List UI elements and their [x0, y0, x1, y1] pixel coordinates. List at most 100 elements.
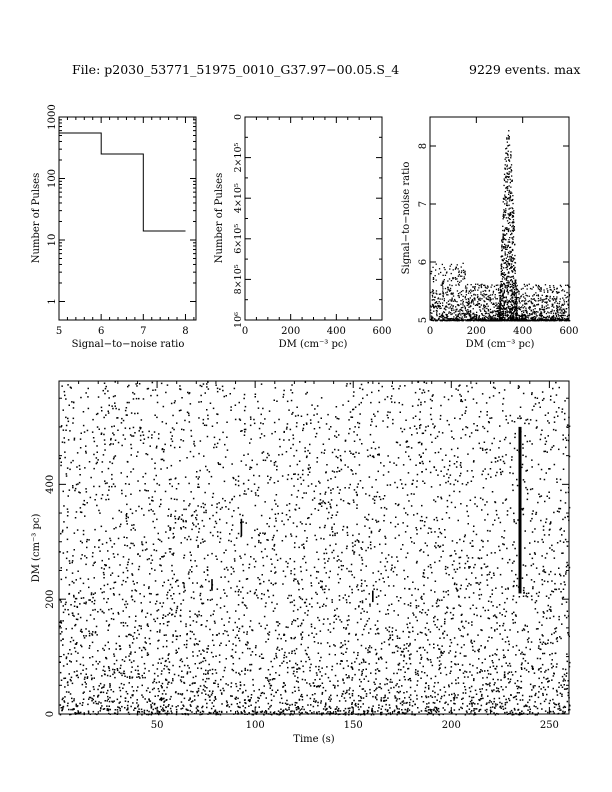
snr-dm-point — [510, 213, 512, 215]
dm-time-point — [286, 504, 288, 506]
dm-time-point — [505, 698, 507, 701]
snr-dm-point — [501, 240, 503, 242]
dm-time-point — [247, 488, 250, 490]
dm-time-point — [110, 574, 112, 576]
snr-dm-point — [514, 302, 516, 304]
dm-time-point — [454, 550, 456, 552]
snr-dm-point — [500, 302, 502, 304]
dm-time-point — [522, 589, 525, 592]
dm-time-point — [201, 713, 204, 715]
snr-dm-point — [507, 291, 510, 294]
dm-time-point — [307, 474, 309, 476]
dm-time-point — [131, 666, 133, 668]
dm-time-point — [416, 650, 418, 653]
dm-time-point — [459, 605, 462, 607]
snr-dm-point — [515, 300, 517, 302]
snr-dm-point — [516, 301, 518, 303]
dm-time-point — [209, 589, 212, 592]
dm-time-point — [441, 652, 443, 654]
snr-dm-point — [438, 316, 441, 318]
snr-dm-point — [464, 308, 466, 310]
dm-time-point — [426, 544, 428, 547]
dm-time-point — [300, 633, 302, 635]
snr-dm-point — [505, 228, 507, 230]
dm-time-point — [294, 690, 296, 692]
dm-time-point — [72, 417, 75, 420]
dm-time-point — [419, 611, 421, 613]
dm-time-point — [264, 418, 266, 420]
dm-time-point — [472, 649, 474, 651]
snr-dm-point — [505, 307, 508, 309]
snr-dm-point — [513, 292, 515, 294]
dm-time-point — [370, 424, 372, 426]
dm-time-point — [526, 713, 529, 715]
dm-time-point — [71, 572, 74, 574]
dm-time-point — [531, 443, 533, 445]
snr-vs-dm-xtick-label: 400 — [513, 326, 532, 337]
dm-time-point — [117, 537, 120, 540]
dm-time-point — [433, 617, 435, 619]
dm-time-point — [79, 603, 81, 605]
snr-dm-point — [533, 294, 535, 296]
dm-time-point — [238, 639, 241, 642]
dm-time-point — [559, 507, 562, 510]
dm-time-point — [488, 701, 490, 704]
snr-dm-point — [502, 284, 504, 286]
dm-time-point — [508, 671, 510, 673]
snr-dm-point — [473, 286, 475, 288]
snr-dm-point — [543, 308, 546, 310]
dm-time-point — [160, 564, 162, 567]
dm-time-point — [299, 714, 301, 716]
dm-time-point — [340, 568, 343, 571]
snr-dm-point — [508, 160, 511, 162]
snr-dm-point — [542, 316, 544, 318]
snr-dm-point — [453, 277, 455, 279]
snr-dm-point — [514, 309, 516, 311]
snr-dm-point — [497, 306, 499, 308]
snr-dm-point — [503, 282, 505, 284]
dm-time-point — [343, 710, 345, 712]
snr-dm-point — [479, 299, 482, 301]
dm-time-point — [272, 594, 275, 597]
snr-dm-point — [524, 285, 526, 287]
dm-time-point — [380, 699, 382, 701]
dm-time-point — [180, 518, 183, 520]
dm-time-point — [319, 684, 322, 687]
dm-time-point — [110, 608, 113, 610]
dm-time-point — [358, 606, 360, 608]
snr-dm-point — [520, 288, 523, 290]
dm-time-point — [268, 631, 271, 633]
snr-dm-point — [500, 264, 502, 266]
snr-dm-point — [505, 311, 507, 314]
dm-time-point — [535, 419, 538, 422]
snr-dm-point — [509, 207, 511, 209]
snr-dm-point — [483, 318, 486, 320]
dm-time-point — [213, 436, 216, 439]
dm-time-point — [506, 514, 509, 516]
dm-time-point — [119, 564, 121, 566]
snr-dm-point — [463, 271, 465, 274]
dm-time-point — [192, 691, 194, 693]
snr-dm-point — [540, 290, 542, 292]
snr-dm-point — [503, 319, 505, 322]
snr-dm-point — [506, 141, 508, 143]
snr-dm-point — [513, 212, 515, 214]
dm-time-point — [192, 620, 195, 622]
snr-dm-point — [564, 317, 566, 320]
dm-time-point — [197, 523, 199, 525]
snr-dm-point — [548, 315, 550, 317]
dm-time-point — [239, 555, 241, 557]
dm-time-point — [240, 535, 242, 538]
dm-time-point — [318, 426, 321, 429]
snr-dm-point — [515, 293, 517, 295]
dm-time-point — [302, 429, 304, 432]
snr-dm-point — [487, 298, 489, 300]
dm-time-point — [154, 569, 156, 571]
dm-time-point — [552, 642, 554, 645]
dm-time-point — [538, 668, 540, 670]
snr-dm-point — [536, 294, 538, 297]
snr-dm-point — [491, 294, 494, 296]
snr-vs-dm-frame — [429, 116, 570, 321]
dm-time-point — [362, 703, 364, 705]
